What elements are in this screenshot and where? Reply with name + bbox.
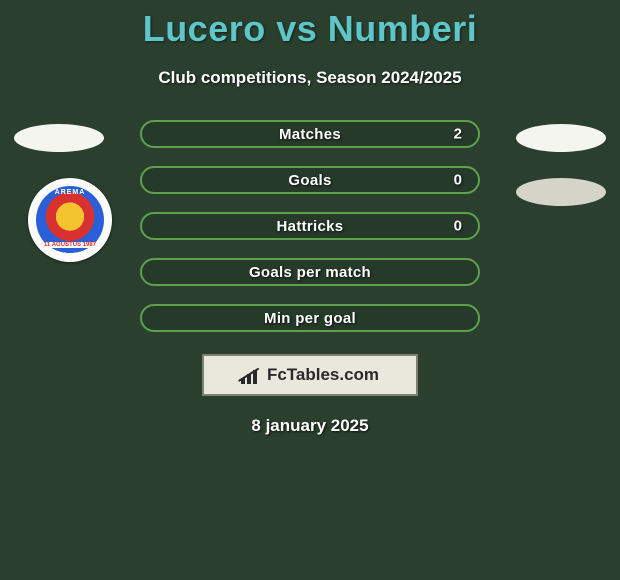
player-right-placeholder-2: [516, 178, 606, 206]
chart-icon: [241, 366, 263, 384]
stat-row-goals: Goals 0: [140, 166, 480, 194]
stat-row-goals-per-match: Goals per match: [140, 258, 480, 286]
stat-row-min-per-goal: Min per goal: [140, 304, 480, 332]
date-label: 8 january 2025: [0, 416, 620, 436]
club-badge-name: AREMA: [55, 189, 86, 196]
page-subtitle: Club competitions, Season 2024/2025: [0, 68, 620, 88]
stats-container: Matches 2 Goals 0 Hattricks 0 Goals per …: [140, 120, 480, 332]
stat-value: 0: [454, 218, 462, 235]
player-left-placeholder: [14, 124, 104, 152]
brand-box[interactable]: FcTables.com: [202, 354, 418, 396]
player-right-placeholder-1: [516, 124, 606, 152]
stat-value: 2: [454, 126, 462, 143]
stat-row-matches: Matches 2: [140, 120, 480, 148]
stat-label: Matches: [279, 126, 341, 143]
brand-text: FcTables.com: [267, 365, 379, 385]
club-badge: AREMA 11 AGUSTUS 1987: [28, 178, 112, 262]
stat-label: Min per goal: [264, 310, 356, 327]
club-badge-inner: AREMA 11 AGUSTUS 1987: [36, 186, 104, 254]
stat-label: Hattricks: [277, 218, 344, 235]
stat-label: Goals: [288, 172, 331, 189]
stat-row-hattricks: Hattricks 0: [140, 212, 480, 240]
stat-value: 0: [454, 172, 462, 189]
club-badge-subtext: 11 AGUSTUS 1987: [42, 242, 98, 248]
stat-label: Goals per match: [249, 264, 371, 281]
page-title: Lucero vs Numberi: [0, 0, 620, 50]
